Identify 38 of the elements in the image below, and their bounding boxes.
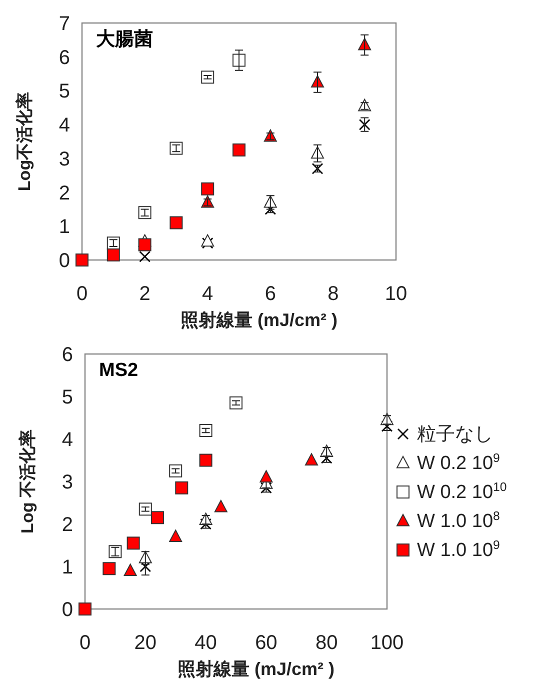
y-tick-label: 4 bbox=[58, 114, 70, 137]
x-tick-label: 0 bbox=[79, 632, 91, 654]
chart-title: 大腸菌 bbox=[96, 28, 153, 50]
y-tick-label: 0 bbox=[62, 599, 73, 621]
x-tick-label: 80 bbox=[315, 632, 338, 654]
x-tick-label: 60 bbox=[255, 632, 278, 654]
y-tick-label: 6 bbox=[62, 344, 73, 366]
y-tick-label: 5 bbox=[62, 386, 73, 408]
legend-label: W 0.2 10$^{9}$ bbox=[417, 451, 500, 474]
y-tick-label: 4 bbox=[62, 429, 73, 451]
x-tick-label: 0 bbox=[76, 283, 88, 305]
y-axis-title: Log不活化率 bbox=[15, 92, 34, 192]
legend-label: W 1.0 10$^{8}$ bbox=[417, 509, 500, 532]
x-tick-label: 20 bbox=[134, 632, 157, 654]
y-tick-label: 7 bbox=[58, 13, 70, 35]
x-tick-label: 2 bbox=[139, 283, 150, 305]
x-tick-label: 4 bbox=[202, 283, 214, 305]
x-axis-title: 照射線量 (mJ/cm² ) bbox=[177, 659, 335, 679]
y-tick-label: 5 bbox=[58, 80, 70, 103]
legend-label: 粒子なし bbox=[417, 424, 493, 445]
y-axis-title: Log 不活化率 bbox=[18, 430, 37, 534]
x-tick-label: 8 bbox=[328, 283, 339, 305]
y-tick-label: 3 bbox=[58, 148, 70, 170]
x-tick-label: 40 bbox=[194, 632, 217, 654]
chart-title: MS2 bbox=[99, 360, 138, 381]
y-tick-label: 2 bbox=[58, 182, 70, 204]
legend-label: W 0.2 10$^{10}$ bbox=[417, 480, 507, 503]
x-tick-label: 10 bbox=[384, 283, 408, 305]
y-tick-label: 3 bbox=[62, 472, 73, 494]
y-tick-label: 1 bbox=[62, 556, 73, 578]
y-tick-label: 6 bbox=[58, 46, 70, 69]
y-tick-label: 0 bbox=[58, 250, 70, 272]
x-axis-title: 照射線量 (mJ/cm² ) bbox=[180, 310, 338, 330]
x-tick-label: 6 bbox=[264, 283, 276, 305]
y-tick-label: 1 bbox=[58, 216, 70, 238]
y-tick-label: 2 bbox=[62, 514, 73, 536]
x-tick-label: 100 bbox=[370, 632, 404, 654]
legend-label: W 1.0 10$^{9}$ bbox=[417, 538, 500, 561]
